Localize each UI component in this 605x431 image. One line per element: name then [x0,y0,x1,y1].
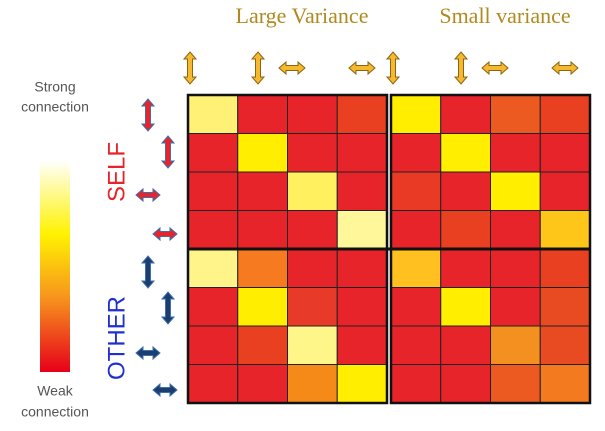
heatmap-cell [539,210,591,250]
group-label: SELF [103,142,130,202]
heatmap-cell [490,133,541,173]
heatmap-cell [539,248,591,288]
legend-label: connection [21,404,89,420]
legend-label: Weak [37,383,74,399]
heatmap-cell [237,364,288,404]
heatmap-cell [490,287,541,327]
heatmap-cell [336,364,388,404]
heatmap-cell [440,325,491,365]
arrow-icon [250,51,266,85]
heatmap-cell [336,210,388,250]
arrow-icon [481,60,509,76]
heatmap-cell [287,248,338,288]
arrow-icon [140,255,156,289]
heatmap-cell [237,133,288,173]
title: Small variance [439,3,570,28]
legend-label: connection [21,99,89,115]
heatmap-cell [287,133,338,173]
arrow-icon [182,51,198,85]
heatmap-cell [539,171,591,211]
heatmap-cell [287,325,338,365]
heatmap-cell [187,287,239,327]
heatmap-cell [390,248,442,288]
legend-label: Strong [34,79,75,95]
heatmap-cell [440,248,491,288]
heatmap-cell [287,210,338,250]
heatmap-cell [336,133,388,173]
arrow-icon [135,187,161,203]
heatmap-cell [237,171,288,211]
heatmap-cell [539,325,591,365]
heatmap-cell [539,94,591,134]
arrow-icon [140,98,156,132]
heatmap-cell [440,210,491,250]
heatmap-cell [390,287,442,327]
arrow-icon [160,291,176,325]
heatmap-cell [390,94,442,134]
heatmap-cell [490,364,541,404]
arrow-icon [160,135,176,169]
heatmap-cell [287,287,338,327]
arrow-icon [152,226,178,242]
heatmap-cell [490,248,541,288]
heatmap-cell [440,94,491,134]
heatmap-cell [336,94,388,134]
heatmap-cell [539,133,591,173]
heatmap-cell [336,325,388,365]
arrow-icon [135,345,161,361]
heatmap-cell [187,210,239,250]
arrow-icon [453,51,469,85]
arrow-icon [152,382,178,398]
heatmap-cell [390,325,442,365]
heatmap-cell [187,171,239,211]
heatmap-cell [390,133,442,173]
arrow-icon [278,60,306,76]
heatmap-cell [440,133,491,173]
heatmap-cell [390,171,442,211]
heatmap-cell [440,287,491,327]
heatmap-cell [490,171,541,211]
heatmap-cell [187,94,239,134]
heatmap-cell [187,364,239,404]
heatmap-cell [490,210,541,250]
heatmap-cell [490,325,541,365]
heatmap-cell [237,94,288,134]
heatmap-cell [287,364,338,404]
heatmap-cell [287,94,338,134]
heatmap-cell [237,210,288,250]
arrow-icon [348,60,376,76]
arrow-icon [551,60,579,76]
arrow-icon [385,51,401,85]
heatmap-cell [490,94,541,134]
heatmap-cell [287,171,338,211]
heatmap-cell [390,364,442,404]
heatmap-cell [336,248,388,288]
group-label: OTHER [103,296,130,380]
heatmap-cell [237,325,288,365]
heatmap-cell [539,287,591,327]
heatmap-cell [336,287,388,327]
heatmap-cell [440,364,491,404]
title: Large Variance [236,3,369,28]
heatmap-cell [390,210,442,250]
colorbar [40,160,70,372]
heatmap-cell [187,248,239,288]
heatmap-cell [336,171,388,211]
heatmap-cell [539,364,591,404]
heatmap-cell [187,133,239,173]
heatmap-cell [440,171,491,211]
heatmap-cell [187,325,239,365]
heatmap-cell [237,287,288,327]
heatmap-cell [237,248,288,288]
